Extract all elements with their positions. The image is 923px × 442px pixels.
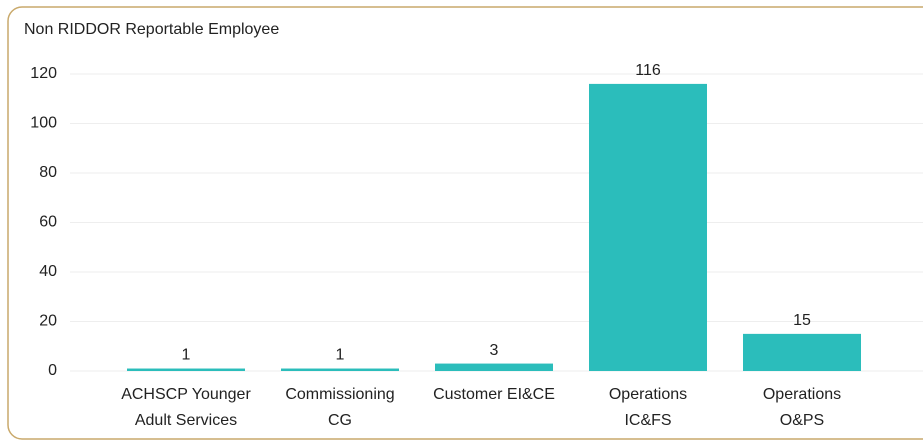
- y-tick-label: 80: [39, 164, 57, 181]
- x-tick-label: CG: [328, 412, 352, 429]
- bar: [127, 368, 245, 371]
- y-tick-label: 60: [39, 214, 57, 231]
- data-label: 116: [635, 62, 661, 79]
- bar: [281, 368, 399, 371]
- x-tick-label: IC&FS: [624, 412, 671, 429]
- data-label: 1: [336, 347, 345, 364]
- y-tick-label: 120: [30, 65, 57, 82]
- x-tick-label: Operations: [609, 386, 687, 403]
- data-label: 3: [490, 342, 499, 359]
- x-tick-label: ACHSCP Younger: [121, 386, 251, 403]
- bar: [589, 83, 707, 372]
- x-tick-label: Adult Services: [135, 412, 237, 429]
- x-tick-label: O&PS: [780, 412, 824, 429]
- chart-title: Non RIDDOR Reportable Employee: [24, 21, 279, 38]
- data-label: 15: [793, 312, 811, 329]
- y-tick-label: 40: [39, 263, 57, 280]
- y-tick-label: 20: [39, 313, 57, 330]
- x-tick-label: Commissioning: [285, 386, 394, 403]
- y-tick-label: 100: [30, 115, 57, 132]
- bar: [435, 363, 553, 371]
- x-tick-label: Operations: [763, 386, 841, 403]
- bar: [743, 333, 861, 371]
- y-tick-label: 0: [48, 362, 57, 379]
- x-tick-label: Customer EI&CE: [433, 386, 555, 403]
- data-label: 1: [182, 347, 191, 364]
